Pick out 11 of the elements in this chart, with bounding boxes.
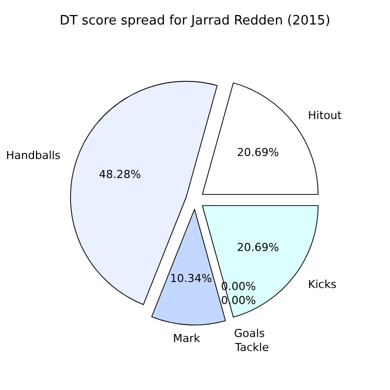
slice-label: Handballs (6, 149, 61, 162)
data-label: 20.69% (237, 146, 279, 159)
category-label: Goals (234, 327, 265, 340)
chart-title: DT score spread for Jarrad Redden (2015) (60, 14, 330, 29)
data-label: 10.34% (170, 272, 212, 285)
slice-label: Hitout (308, 109, 342, 122)
slice-label: Kicks (308, 278, 337, 291)
data-label: 48.28% (99, 168, 141, 181)
data-label: 20.69% (237, 241, 279, 254)
slice-label: Mark (173, 332, 201, 345)
category-label: Tackle (235, 341, 269, 354)
